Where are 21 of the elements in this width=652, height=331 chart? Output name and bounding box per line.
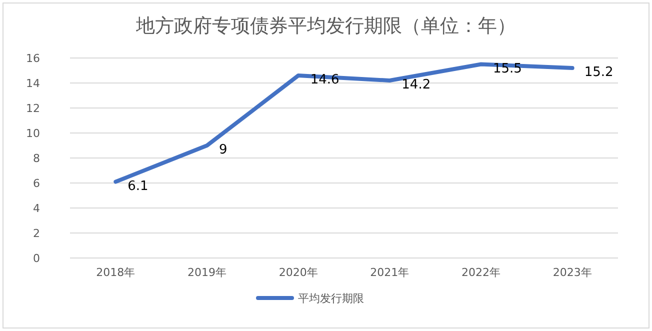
y-tick-label: 2 — [33, 227, 40, 240]
x-tick-label: 2020年 — [278, 266, 318, 279]
x-tick-label: 2023年 — [552, 266, 592, 279]
y-tick-label: 10 — [26, 127, 40, 140]
y-tick-label: 6 — [33, 177, 40, 190]
chart-title: 地方政府专项债券平均发行期限（单位：年） — [135, 15, 516, 37]
y-tick-label: 4 — [33, 202, 40, 215]
data-label: 9 — [219, 142, 228, 158]
x-tick-label: 2018年 — [96, 266, 136, 279]
x-tick-label: 2019年 — [188, 266, 226, 279]
legend-label: 平均发行期限 — [298, 292, 364, 305]
y-tick-label: 16 — [26, 52, 40, 65]
y-tick-label: 0 — [33, 252, 40, 265]
y-tick-label: 12 — [26, 102, 40, 115]
data-label: 6.1 — [128, 178, 148, 194]
x-tick-label: 2022年 — [462, 266, 500, 279]
y-tick-label: 8 — [33, 152, 40, 165]
x-tick-label: 2021年 — [370, 266, 410, 279]
data-label: 15.2 — [584, 65, 614, 80]
y-tick-label: 14 — [26, 77, 40, 90]
data-label: 14.2 — [402, 78, 431, 92]
